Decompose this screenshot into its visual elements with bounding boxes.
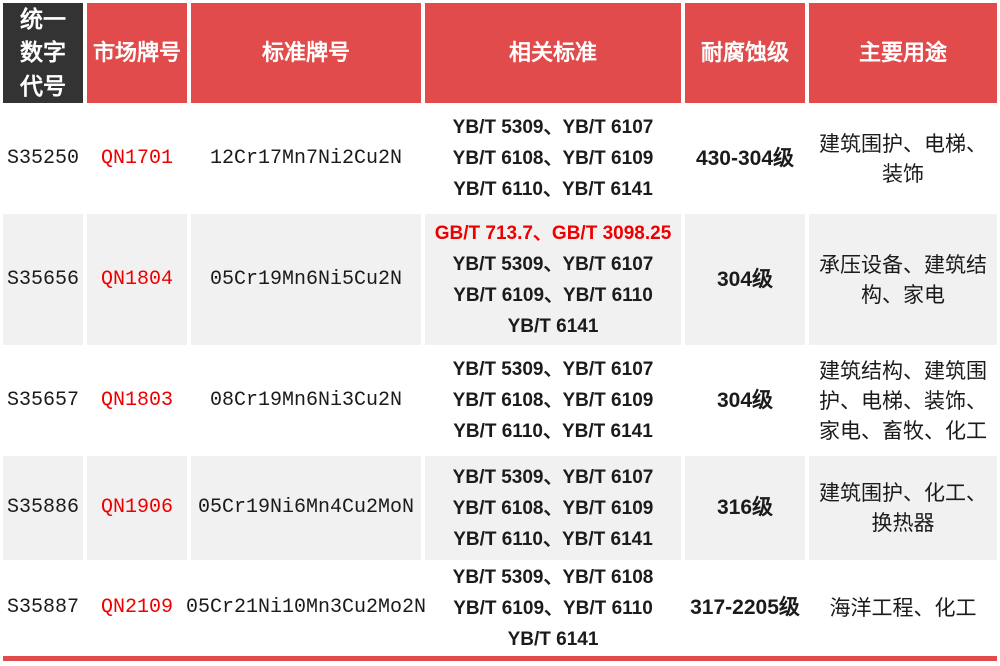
- standards-line: YB/T 6110、YB/T 6141: [453, 528, 653, 550]
- cell-related-standards: YB/T 5309、YB/T 6108 YB/T 6109、YB/T 6110 …: [425, 563, 681, 653]
- uses-line: 建筑围护、化工、: [819, 481, 987, 505]
- cell-related-standards: YB/T 5309、YB/T 6107 YB/T 6108、YB/T 6109 …: [425, 106, 681, 211]
- standards-line: YB/T 5309、YB/T 6107: [452, 253, 654, 275]
- cell-main-uses: 建筑围护、化工、 换热器: [809, 456, 997, 560]
- uses-line: 装饰: [882, 161, 924, 186]
- cell-unified-code: S35887: [6, 596, 79, 619]
- steel-grades-table: 统一数字代号 市场牌号 标准牌号 相关标准 耐腐蚀级 主要用途 S35250 Q…: [3, 3, 997, 661]
- cell-related-standards: GB/T 713.7、GB/T 3098.25 YB/T 5309、YB/T 6…: [425, 214, 681, 345]
- cell-standard-grade: 05Cr19Mn6Ni5Cu2N: [191, 214, 421, 345]
- cell-corrosion-level: 316级: [685, 456, 805, 560]
- cell-standard-grade: 12Cr17Mn7Ni2Cu2N: [209, 146, 403, 170]
- cell-market-grade: QN1803: [100, 388, 173, 412]
- standards-line: YB/T 6108、YB/T 6109: [452, 148, 654, 169]
- standards-line: YB/T 6110、YB/T 6141: [453, 421, 653, 442]
- table-bottom-border: [3, 656, 997, 661]
- cell-standard-grade: 08Cr19Mn6Ni3Cu2N: [209, 388, 403, 412]
- cell-standard-grade: 05Cr21Ni10Mn3Cu2Mo2N: [185, 596, 427, 619]
- header-unified-code: 统一数字代号: [3, 3, 83, 103]
- standards-line: YB/T 6109、YB/T 6110: [453, 597, 653, 619]
- cell-corrosion-level: 430-304级: [695, 146, 795, 170]
- standards-line: YB/T 5309、YB/T 6107: [452, 466, 654, 488]
- cell-unified-code: S35656: [3, 214, 83, 345]
- cell-market-grade: QN1906: [87, 456, 187, 560]
- standards-line: YB/T 6109、YB/T 6110: [453, 284, 653, 306]
- uses-line: 建筑结构、建筑围: [819, 358, 987, 383]
- header-main-uses: 主要用途: [809, 3, 997, 103]
- uses-line: 海洋工程、化工: [829, 596, 977, 620]
- uses-line: 承压设备、建筑结: [819, 252, 987, 277]
- cell-corrosion-level: 304级: [716, 388, 774, 412]
- uses-line: 建筑围护、电梯、: [819, 131, 987, 156]
- uses-line: 护、电梯、装饰、: [819, 388, 987, 413]
- cell-unified-code: S35250: [6, 146, 79, 170]
- standards-line: YB/T 5309、YB/T 6108: [452, 566, 654, 588]
- standards-line: YB/T 6141: [507, 315, 599, 337]
- cell-standard-grade: 05Cr19Ni6Mn4Cu2MoN: [191, 456, 421, 560]
- cell-unified-code: S35886: [3, 456, 83, 560]
- cell-market-grade: QN2109: [100, 596, 173, 619]
- header-related-standards: 相关标准: [425, 3, 681, 103]
- cell-corrosion-level: 317-2205级: [690, 596, 800, 620]
- standards-line: YB/T 5309、YB/T 6107: [452, 359, 654, 380]
- cell-main-uses: 海洋工程、化工: [809, 563, 997, 653]
- cell-related-standards: YB/T 5309、YB/T 6107 YB/T 6108、YB/T 6109 …: [425, 348, 681, 453]
- cell-main-uses: 建筑结构、建筑围 护、电梯、装饰、 家电、畜牧、化工: [809, 348, 997, 453]
- cell-unified-code: S35657: [6, 388, 79, 412]
- cell-corrosion-level: 304级: [685, 214, 805, 345]
- header-corrosion-level: 耐腐蚀级: [685, 3, 805, 103]
- standards-line: YB/T 6108、YB/T 6109: [452, 390, 654, 411]
- cell-market-grade: QN1804: [87, 214, 187, 345]
- standards-line: YB/T 5309、YB/T 6107: [452, 117, 654, 138]
- standards-line: YB/T 6141: [507, 628, 599, 650]
- standards-line: YB/T 6108、YB/T 6109: [452, 497, 654, 519]
- cell-market-grade: QN1701: [100, 146, 173, 170]
- header-market-grade: 市场牌号: [87, 3, 187, 103]
- uses-line: 换热器: [871, 511, 935, 535]
- uses-line: 家电、畜牧、化工: [819, 418, 987, 443]
- standards-line-red: GB/T 713.7、GB/T 3098.25: [434, 222, 672, 244]
- standards-line: YB/T 6110、YB/T 6141: [453, 179, 653, 200]
- cell-main-uses: 建筑围护、电梯、 装饰: [809, 106, 997, 211]
- header-standard-grade: 标准牌号: [191, 3, 421, 103]
- uses-line: 构、家电: [861, 282, 945, 307]
- cell-main-uses: 承压设备、建筑结 构、家电: [809, 214, 997, 345]
- cell-related-standards: YB/T 5309、YB/T 6107 YB/T 6108、YB/T 6109 …: [425, 456, 681, 560]
